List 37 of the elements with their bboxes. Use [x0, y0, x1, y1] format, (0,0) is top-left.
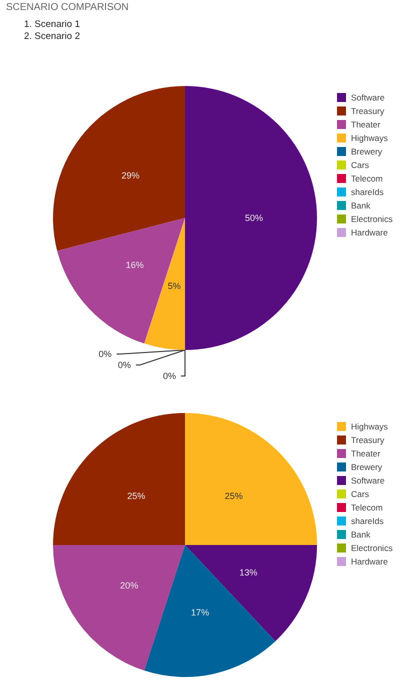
legend-label: shareIds [351, 516, 384, 526]
legend-label: Hardware [351, 228, 388, 238]
legend-label: Cars [351, 489, 369, 499]
legend-label: Hardware [351, 556, 388, 566]
legend-label: Telecom [351, 502, 383, 512]
data-label: 25% [224, 491, 243, 502]
data-label: 50% [244, 213, 264, 223]
legend-label: shareIds [351, 187, 384, 197]
data-label: 25% [127, 491, 146, 502]
data-label: 17% [191, 607, 210, 618]
legend-label: Cars [351, 160, 369, 170]
legend-label: Telecom [351, 174, 383, 184]
legend-label: Electronics [351, 214, 393, 224]
data-label: 5% [168, 281, 181, 292]
legend-label: Electronics [351, 543, 393, 553]
legend-label: Bank [351, 200, 372, 210]
text: 0% [162, 371, 176, 381]
legend-label: Treasury [351, 106, 385, 116]
legend-label: Brewery [351, 462, 383, 472]
legend-label: Brewery [351, 146, 383, 156]
legend-label: Bank [351, 530, 372, 540]
data-label: 20% [120, 580, 138, 591]
legend-label: Highways [351, 422, 388, 432]
data-label: 29% [121, 170, 140, 181]
legend-label: Software [351, 92, 385, 102]
legend-label: Software [351, 476, 385, 486]
chart-title: SCENARIO COMPARISON [6, 2, 129, 13]
legend-label: Theater [351, 120, 380, 130]
text: 1. Scenario 1 [24, 19, 81, 31]
legend-label: Theater [351, 448, 380, 458]
text: 0% [98, 349, 112, 359]
legend-label: Treasury [351, 435, 385, 445]
data-label: 16% [126, 260, 144, 270]
data-label: 13% [239, 567, 258, 578]
text: 2. Scenario 2 [24, 31, 81, 43]
legend-label: Highways [351, 133, 388, 143]
text: 0% [118, 360, 131, 370]
